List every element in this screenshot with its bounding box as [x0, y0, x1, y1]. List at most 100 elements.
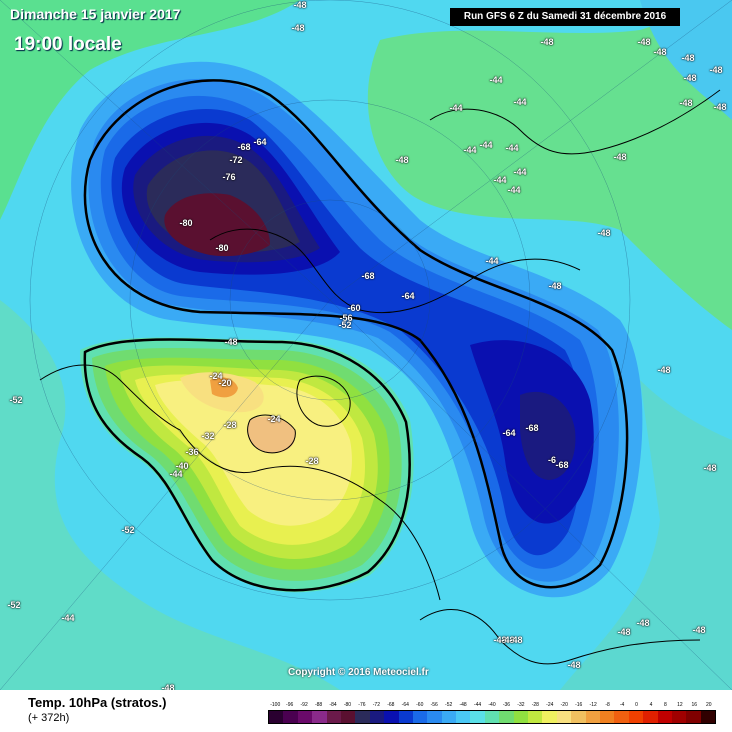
legend-tick-label: -52 [445, 702, 453, 708]
contour-label: -48 [713, 102, 727, 112]
contour-label: -28 [223, 420, 237, 430]
contour-label: -52 [338, 320, 352, 330]
legend-swatch [513, 711, 529, 723]
legend-swatch [571, 711, 586, 723]
legend-tick-label: -20 [560, 702, 568, 708]
legend-swatch [556, 711, 572, 723]
contour-label: -52 [9, 395, 23, 405]
forecast-hour: (+ 372h) [28, 712, 70, 724]
legend-tick-label: -48 [459, 702, 467, 708]
legend-swatch [269, 711, 284, 723]
contour-label: -40 [175, 461, 189, 471]
legend-swatch [470, 711, 485, 723]
contour-label: -44 [479, 140, 493, 150]
legend-tick-label: -100 [270, 702, 281, 708]
legend-swatch [384, 711, 399, 723]
contour-label: -44 [489, 75, 503, 85]
legend-tick-label: 16 [691, 702, 698, 708]
legend-tick-label: -84 [329, 702, 337, 708]
graticule [0, 0, 732, 690]
legend-swatch [398, 711, 413, 723]
legend-tick-label: -44 [473, 702, 482, 708]
legend-tick-label: -68 [387, 702, 395, 708]
legend-swatch [441, 711, 457, 723]
contour-label: -44 [169, 469, 183, 479]
contour-label: -68 [237, 142, 251, 152]
contour-label: -48 [637, 37, 651, 47]
contour-label: -80 [179, 218, 193, 228]
legend-tick-label: -8 [605, 702, 610, 708]
legend-tick-label: -36 [502, 702, 511, 708]
legend-tick-label: -12 [589, 702, 597, 708]
legend-swatch [326, 711, 341, 723]
contour-label: -48 [161, 683, 175, 690]
contour-label: -48 [540, 37, 554, 47]
contour-label: -48 [679, 98, 693, 108]
legend-tick-label: -96 [286, 702, 294, 708]
field-teal-sw [0, 300, 340, 690]
contour-label: -48 [636, 618, 650, 628]
legend-tick-label: -72 [372, 702, 380, 708]
legend-tick-label: 20 [705, 702, 712, 708]
contour-label: -48 [653, 47, 667, 57]
legend-swatch [312, 711, 327, 723]
legend-tick-label: -92 [300, 702, 308, 708]
legend-swatch [484, 711, 500, 723]
contour-label: -48 [395, 155, 409, 165]
legend-tick-label: -4 [619, 702, 625, 708]
contour-label: -44 [507, 185, 521, 195]
legend-ticks: -100 -96 -92 -88 -84 -80 -76 -72 -68 -64 -60 -56 -52… [268, 702, 716, 710]
legend-swatch [412, 711, 428, 723]
contour-label: -68 [525, 423, 539, 433]
legend-swatch [456, 711, 471, 723]
contour-label: -44 [61, 613, 75, 623]
contour-label: -48 [224, 337, 238, 347]
legend-tick-label: -40 [488, 702, 496, 708]
contour-label: -48 [683, 73, 697, 83]
contour-label: -60 [347, 303, 361, 313]
contour-label: -20 [218, 378, 232, 388]
contour-24-b [247, 416, 296, 454]
contour-label: -44 [449, 103, 463, 113]
contour-label: -48 [617, 627, 631, 637]
contour-label: -48 [509, 635, 523, 645]
legend-tick-label: -56 [430, 702, 438, 708]
legend-swatch [369, 711, 385, 723]
contour-label: -44 [513, 167, 527, 177]
legend-tick-label: -28 [531, 702, 539, 708]
weather-map: -48 -48 -48 -48 -48 -48 -48 -48 -48 -48 -48 -48 -48-… [0, 0, 732, 690]
contour-label: -48 [567, 660, 581, 670]
contour-label: -48 [709, 65, 723, 75]
contour-label: -32 [201, 431, 215, 441]
contour-label: -44 [505, 143, 519, 153]
legend-swatch [686, 711, 701, 723]
legend-swatch [499, 711, 514, 723]
contour-label: -44 [493, 175, 507, 185]
legend-tick-label: -24 [546, 702, 554, 708]
legend-tick-label: -88 [314, 702, 323, 708]
legend-color-bar [268, 710, 716, 724]
contour-label: -48 [501, 635, 515, 645]
contour-28 [155, 380, 352, 526]
contour-label: -24 [267, 414, 281, 424]
contour-label: -6 [547, 455, 557, 465]
legend-swatch [427, 711, 442, 723]
legend-tick-label: 12 [677, 702, 683, 708]
contour-label: -48 [692, 625, 706, 635]
legend-tick-label: -80 [343, 702, 352, 708]
legend-tick-label: 0 [635, 702, 638, 708]
contour-label: -48 [703, 463, 717, 473]
contour-label: -48 [291, 23, 305, 33]
legend-swatch [657, 711, 672, 723]
legend-tick-label: -76 [358, 702, 366, 708]
contour-label: -48 [657, 365, 671, 375]
contour-label: -48 [597, 228, 611, 238]
forecast-date: Dimanche 15 janvier 2017 [10, 6, 181, 22]
legend-tick-label: -60 [416, 702, 424, 708]
legend-tick-label: 4 [649, 702, 653, 708]
contour-label: -72 [229, 155, 243, 165]
legend-swatch [297, 711, 313, 723]
legend-swatch [340, 711, 356, 723]
contour-label: -80 [215, 243, 229, 253]
contour-label: -36 [185, 447, 199, 457]
